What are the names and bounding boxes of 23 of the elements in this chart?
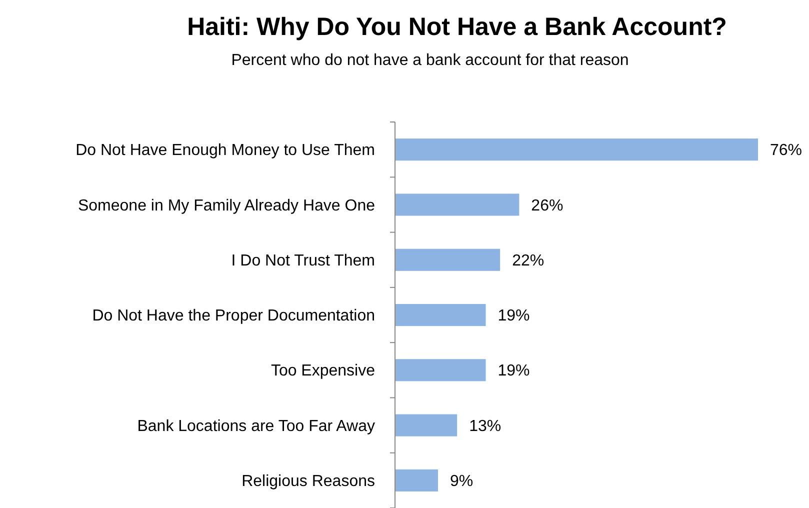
y-tick-label: I Do Not Trust Them (231, 252, 375, 270)
data-label: 22% (512, 252, 544, 270)
bar (395, 248, 500, 271)
data-label: 19% (498, 308, 530, 325)
data-label: 76% (770, 142, 802, 160)
bar (395, 414, 458, 436)
chart-title: Haiti: Why Do You Not Have a Bank Account? (187, 13, 727, 41)
bar (395, 304, 486, 326)
chart-subtitle: Percent who do not have a bank account for that reason (231, 52, 629, 69)
data-label: 19% (498, 362, 530, 380)
bar (395, 138, 758, 161)
bar (395, 359, 486, 382)
y-tick-label: Do Not Have the Proper Documentation (92, 308, 375, 325)
data-label: 13% (469, 418, 502, 435)
y-tick-label: Too Expensive (270, 362, 376, 380)
data-label: 9% (450, 473, 474, 490)
y-tick-label: Someone in My Family Already Have One (78, 197, 376, 214)
y-tick-label: Do Not Have Enough Money to Use Them (76, 142, 375, 160)
y-tick-label: Bank Locations are Too Far Away (137, 418, 375, 435)
bar (395, 469, 438, 492)
y-tick-label: Religious Reasons (242, 473, 375, 490)
bar (395, 194, 520, 216)
data-label: 26% (531, 197, 564, 214)
